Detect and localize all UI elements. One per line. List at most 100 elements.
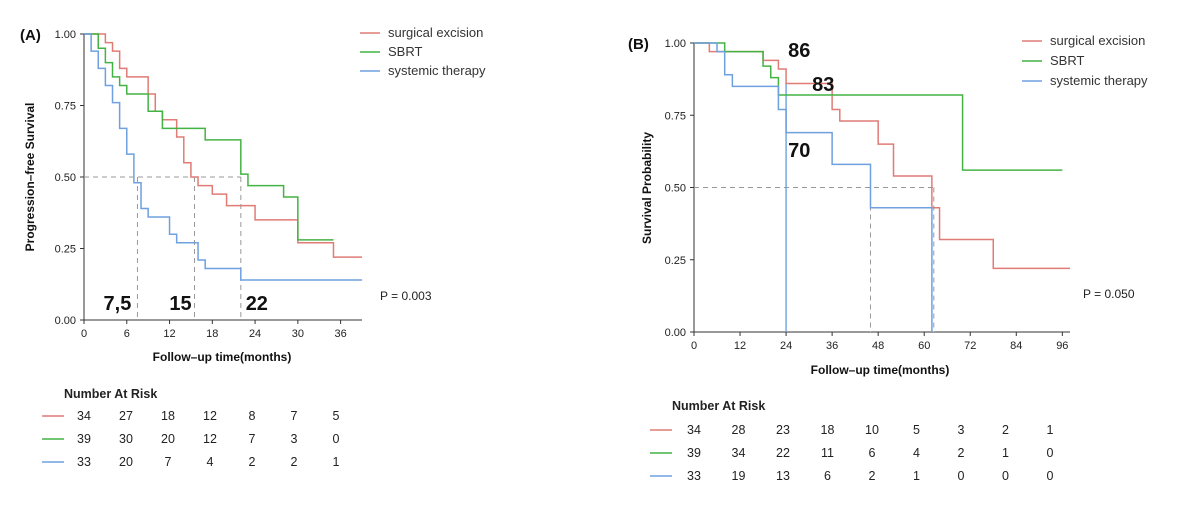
panel-b-y-tick-label: 0.50 xyxy=(665,183,686,195)
panel-b-survival-label: 86 xyxy=(788,40,810,62)
panel-b-risk-cell: 1 xyxy=(913,469,920,483)
panel-b-x-tick-label: 60 xyxy=(918,340,930,352)
panel-b-legend-label: systemic therapy xyxy=(1050,73,1148,88)
panel-b-risk-cell: 0 xyxy=(1047,469,1054,483)
panel-a-y-tick-label: 0.25 xyxy=(55,244,76,256)
panel-a-risk-cell: 3 xyxy=(291,432,298,446)
panel-a-legend: surgical excision SBRT systemic therapy xyxy=(360,25,486,78)
panel-a-risk-cell: 0 xyxy=(333,432,340,446)
panel-b-x-tick-label: 48 xyxy=(872,340,884,352)
panel-a-risk-cell: 39 xyxy=(77,432,91,446)
panel-a-legend-label: SBRT xyxy=(388,44,422,59)
panel-b-risk-cell: 11 xyxy=(821,446,834,460)
panel-b-risk-cell: 18 xyxy=(821,423,835,437)
panel-a-label: (A) xyxy=(20,27,41,44)
panel-b-x-tick-label: 36 xyxy=(826,340,838,352)
panel-a-x-tick-label: 30 xyxy=(292,328,304,340)
panel-b-risk-cell: 39 xyxy=(687,446,701,460)
panel-a-x-tick-label: 18 xyxy=(206,328,218,340)
panel-b-risk-cell: 10 xyxy=(865,423,879,437)
panel-a-plot-area: 0.00 0.25 0.50 0.75 1.00 0 6 12 18 24 30 36 xyxy=(55,29,362,340)
panel-a-legend-label: systemic therapy xyxy=(388,63,486,78)
panel-a-risk-table: 34 27 18 12 8 7 539 30 20 12 7 3 033 20 7 4 2 2 1 xyxy=(42,409,340,469)
panel-a-series-1-curve xyxy=(84,33,334,241)
panel-b-p-value: P = 0.050 xyxy=(1083,287,1135,301)
panel-b-risk-cell: 19 xyxy=(732,469,746,483)
panel-b-x-axis-title: Follow–up time(months) xyxy=(811,363,950,377)
panel-b-x-tick-label: 96 xyxy=(1056,340,1068,352)
panel-b-risk-cell: 23 xyxy=(776,423,790,437)
panel-b-risk-cell: 4 xyxy=(913,446,920,460)
panel-b-risk-cell: 3 xyxy=(958,423,965,437)
panel-a-risk-cell: 7 xyxy=(165,455,172,469)
panel-b-survival-label: 70 xyxy=(788,140,810,162)
panel-a-median-label: 7,5 xyxy=(104,293,132,315)
panel-a-risk-cell: 20 xyxy=(161,432,175,446)
panel-b-risk-cell: 13 xyxy=(776,469,790,483)
panel-a-risk-cell: 12 xyxy=(203,409,217,423)
panel-a-p-value: P = 0.003 xyxy=(380,289,432,303)
panel-a-risk-cell: 7 xyxy=(291,409,298,423)
panel-a-risk-cell: 2 xyxy=(249,455,256,469)
panel-b-curves xyxy=(694,42,1070,332)
panel-b-risk-cell: 22 xyxy=(776,446,790,460)
panel-b-risk-cell: 0 xyxy=(1047,446,1054,460)
panel-b-risk-table: 34 28 23 18 10 5 3 2 139 34 22 11 6 4 2 1 033 19 13 6 2 1 0 0 0 xyxy=(650,423,1054,483)
panel-b-x-tick-label: 84 xyxy=(1010,340,1022,352)
panel-b-label: (B) xyxy=(628,36,649,53)
panel-b-risk-cell: 0 xyxy=(958,469,965,483)
panel-b-risk-cell: 2 xyxy=(958,446,965,460)
panel-b-plot-area: 0.00 0.25 0.50 0.75 1.00 0 12 24 36 48 60 72 84 96 xyxy=(665,38,1070,352)
panel-b-series-2-curve xyxy=(694,42,933,332)
panel-a-x-axis-title: Follow–up time(months) xyxy=(153,350,292,364)
panel-b-survival-label: 83 xyxy=(812,74,834,96)
panel-a-median-labels: 7,5 15 22 xyxy=(104,293,268,315)
panel-b-x-tick-label: 24 xyxy=(780,340,792,352)
panel-b-risk-cell: 1 xyxy=(1002,446,1009,460)
panel-b-x-tick-label: 72 xyxy=(964,340,976,352)
panel-a-risk-cell: 7 xyxy=(249,432,256,446)
panel-b-legend-label: SBRT xyxy=(1050,53,1084,68)
panel-b: (B) Survival Probability Follow–up time(… xyxy=(628,33,1148,483)
panel-b-risk-cell: 33 xyxy=(687,469,701,483)
panel-b-y-axis-title: Survival Probability xyxy=(640,132,654,244)
panel-a-risk-cell: 8 xyxy=(249,409,256,423)
panel-a-x-tick-label: 6 xyxy=(124,328,130,340)
panel-b-x-tick-label: 0 xyxy=(691,340,697,352)
panel-b-series-0-curve xyxy=(694,42,1070,270)
panel-b-risk-cell: 2 xyxy=(1002,423,1009,437)
panel-a-risk-cell: 33 xyxy=(77,455,91,469)
panel-a-risk-cell: 27 xyxy=(119,409,133,423)
panel-b-y-tick-label: 1.00 xyxy=(665,38,686,50)
panel-a: (A) Progression–free Survival Follow–up … xyxy=(20,25,486,469)
panel-a-risk-cell: 20 xyxy=(119,455,133,469)
panel-a-risk-cell: 18 xyxy=(161,409,175,423)
panel-a-x-tick-label: 36 xyxy=(334,328,346,340)
panel-b-risk-title: Number At Risk xyxy=(672,399,765,413)
panel-b-y-tick-label: 0.75 xyxy=(665,110,686,122)
panel-b-risk-cell: 5 xyxy=(913,423,920,437)
panel-a-median-label: 22 xyxy=(246,293,268,315)
panel-a-risk-cell: 5 xyxy=(333,409,340,423)
panel-a-risk-title: Number At Risk xyxy=(64,387,157,401)
panel-a-x-tick-label: 24 xyxy=(249,328,261,340)
panel-a-y-axis-title: Progression–free Survival xyxy=(23,103,37,252)
panel-a-x-tick-label: 0 xyxy=(81,328,87,340)
panel-a-y-tick-label: 0.50 xyxy=(55,172,76,184)
panel-b-risk-cell: 0 xyxy=(1002,469,1009,483)
panel-b-x-tick-label: 12 xyxy=(734,340,746,352)
panel-a-risk-cell: 34 xyxy=(77,409,91,423)
panel-a-y-tick-label: 1.00 xyxy=(55,29,76,41)
panel-a-median-label: 15 xyxy=(169,293,191,315)
panel-b-risk-cell: 1 xyxy=(1047,423,1054,437)
panel-b-risk-cell: 6 xyxy=(869,446,876,460)
panel-a-risk-cell: 12 xyxy=(203,432,217,446)
panel-a-series-2-curve xyxy=(84,33,362,281)
panel-a-curves xyxy=(84,33,362,281)
panel-a-series-0-curve xyxy=(84,33,362,258)
panel-a-x-tick-label: 12 xyxy=(163,328,175,340)
panel-a-y-tick-label: 0.75 xyxy=(55,101,76,113)
panel-a-legend-label: surgical excision xyxy=(388,25,483,40)
